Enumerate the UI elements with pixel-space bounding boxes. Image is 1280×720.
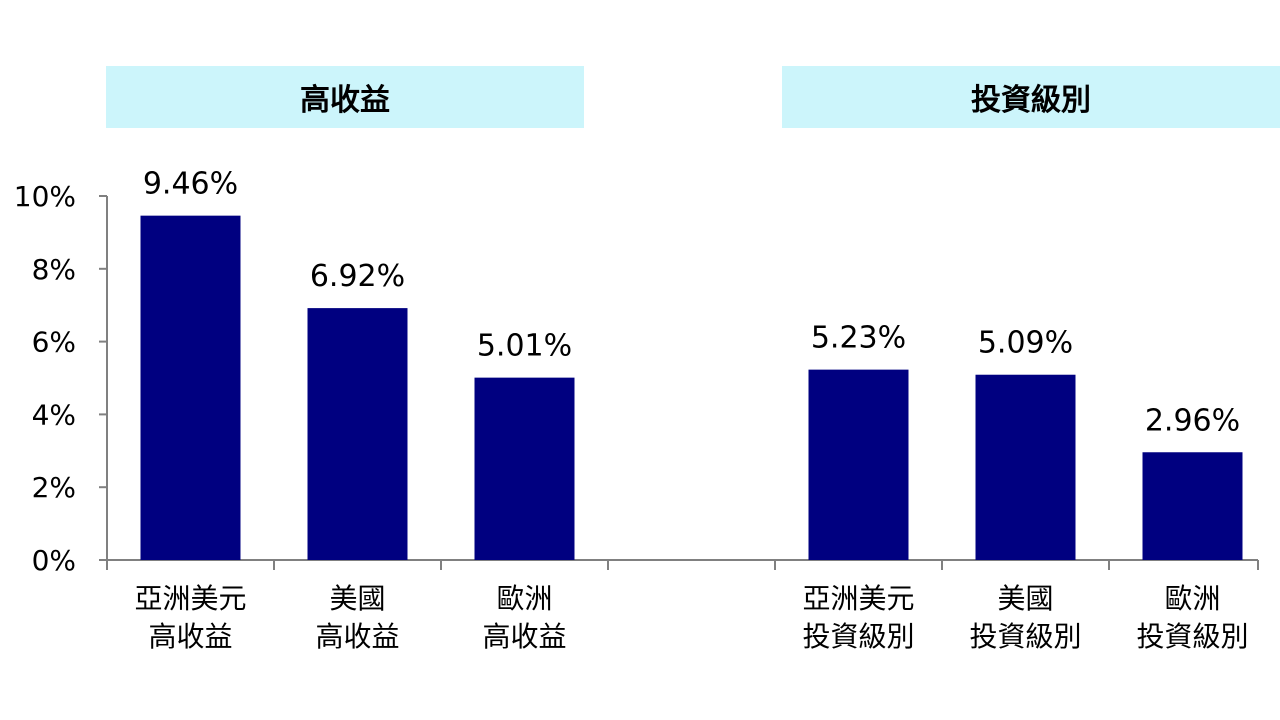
data-label: 2.96%: [1145, 403, 1240, 438]
bar: [1142, 452, 1243, 560]
category-label: 投資級別: [969, 620, 1081, 653]
category-label: 投資級別: [1136, 620, 1248, 653]
category-label: 高收益: [148, 620, 232, 653]
data-label: 5.01%: [477, 329, 572, 364]
bar: [808, 369, 909, 560]
category-label: 歐洲: [1164, 582, 1220, 615]
category-label: 高收益: [315, 620, 399, 653]
data-label: 5.23%: [811, 321, 906, 356]
group-header-high-yield: 高收益: [106, 66, 584, 128]
bar: [307, 308, 408, 560]
y-tick-label: 8%: [32, 253, 76, 286]
bar: [975, 374, 1076, 560]
category-label: 歐洲: [496, 582, 552, 615]
data-label: 6.92%: [310, 259, 405, 294]
bar: [140, 215, 241, 560]
category-label: 投資級別: [802, 620, 914, 653]
y-tick-label: 2%: [32, 471, 76, 504]
category-label: 高收益: [482, 620, 566, 653]
y-tick-label: 4%: [32, 398, 76, 431]
category-label: 亞洲美元: [134, 582, 246, 615]
y-tick-label: 6%: [32, 326, 76, 359]
bar: [474, 377, 575, 560]
y-tick-label: 10%: [14, 180, 76, 213]
group-header-investment-grade: 投資級別: [782, 66, 1280, 128]
y-tick-label: 0%: [32, 544, 76, 577]
data-label: 9.46%: [143, 167, 238, 202]
category-label: 亞洲美元: [802, 582, 914, 615]
data-label: 5.09%: [978, 326, 1073, 361]
category-label: 美國: [329, 582, 385, 615]
category-label: 美國: [997, 582, 1053, 615]
